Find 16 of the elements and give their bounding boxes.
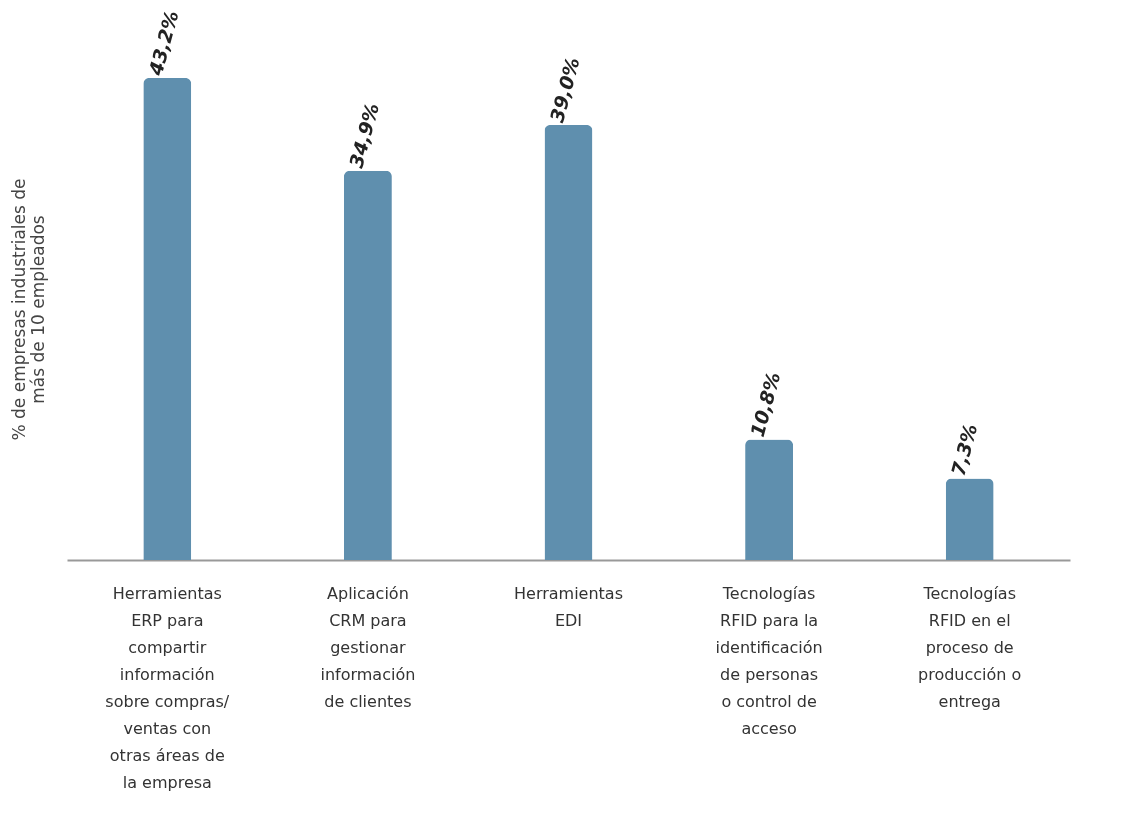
- data-label: 7,3%: [946, 421, 982, 479]
- bar: [143, 78, 192, 560]
- bar: [343, 170, 392, 560]
- bar: [544, 124, 593, 560]
- x-tick-label: Herramientas ERP para compartir información sobre compras/ ventas con otras áreas de la empresa: [105, 583, 230, 792]
- y-axis-title: % de empresas industriales de más de 10 empleados: [8, 178, 48, 441]
- x-tick-label: Aplicación CRM para gestionar información de clientes: [320, 583, 416, 711]
- x-tick-label: Herramientas EDI: [514, 583, 623, 630]
- data-label: 10,8%: [745, 369, 785, 439]
- data-label: 34,9%: [344, 100, 384, 171]
- x-tick-label: Tecnologías RFID en el proceso de producción o entrega: [918, 583, 1022, 711]
- bar: [945, 478, 994, 560]
- data-label: 39,0%: [545, 55, 584, 125]
- data-label: 43,2%: [143, 8, 183, 79]
- bar: [745, 439, 794, 560]
- x-tick-label: Tecnologías RFID para la identificación de personas o control de acceso: [715, 583, 823, 738]
